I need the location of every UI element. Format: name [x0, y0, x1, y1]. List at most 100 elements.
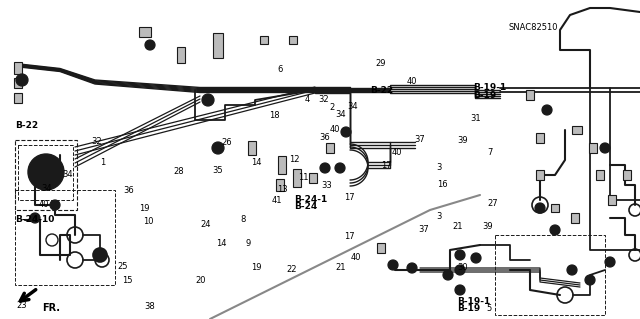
- Circle shape: [335, 163, 345, 173]
- Text: 14: 14: [216, 239, 226, 248]
- Text: 24: 24: [200, 220, 211, 229]
- Text: 17: 17: [381, 161, 392, 170]
- Bar: [14, 93, 22, 103]
- Circle shape: [600, 143, 610, 153]
- Circle shape: [323, 166, 328, 170]
- Text: B-24-10: B-24-10: [15, 215, 54, 224]
- Text: 40: 40: [407, 77, 417, 86]
- Text: 9: 9: [245, 239, 250, 248]
- Circle shape: [344, 130, 349, 135]
- Text: 21: 21: [452, 222, 463, 231]
- Bar: [18, 145, 73, 200]
- Bar: [309, 173, 317, 183]
- Text: B-19-1: B-19-1: [458, 297, 491, 306]
- Circle shape: [570, 268, 575, 272]
- Circle shape: [458, 268, 463, 272]
- Bar: [293, 169, 301, 187]
- Circle shape: [202, 94, 214, 106]
- Circle shape: [16, 74, 28, 86]
- Bar: [623, 170, 631, 180]
- Text: 3: 3: [436, 163, 441, 172]
- Bar: [260, 36, 268, 44]
- Text: 39: 39: [457, 136, 468, 145]
- Circle shape: [390, 263, 396, 268]
- Circle shape: [33, 216, 38, 220]
- Bar: [536, 133, 544, 143]
- Circle shape: [567, 265, 577, 275]
- Circle shape: [212, 142, 224, 154]
- Text: 3: 3: [436, 212, 441, 221]
- Text: 40: 40: [351, 253, 361, 262]
- Text: FR.: FR.: [42, 303, 60, 313]
- Bar: [139, 27, 151, 37]
- Bar: [536, 170, 544, 180]
- Circle shape: [535, 203, 545, 213]
- Bar: [377, 243, 385, 253]
- Text: 34: 34: [62, 170, 73, 179]
- Circle shape: [458, 287, 463, 293]
- Bar: [608, 195, 616, 205]
- Bar: [596, 170, 604, 180]
- Bar: [278, 156, 286, 174]
- Text: 32: 32: [318, 95, 329, 104]
- Circle shape: [455, 285, 465, 295]
- Circle shape: [19, 77, 25, 83]
- Bar: [15, 140, 77, 210]
- Text: 30: 30: [457, 263, 468, 272]
- Circle shape: [605, 257, 615, 267]
- Circle shape: [545, 108, 550, 113]
- Circle shape: [455, 250, 465, 260]
- Circle shape: [337, 166, 342, 170]
- Text: 8: 8: [241, 215, 246, 224]
- Text: SNAC82510: SNAC82510: [508, 23, 557, 32]
- Text: B-19: B-19: [474, 91, 497, 100]
- Text: 34: 34: [42, 184, 52, 193]
- Circle shape: [407, 263, 417, 273]
- Text: 38: 38: [144, 302, 155, 311]
- Text: 17: 17: [344, 232, 355, 241]
- Text: 14: 14: [252, 158, 262, 167]
- Circle shape: [550, 225, 560, 235]
- Circle shape: [458, 253, 463, 257]
- Text: B-19-1: B-19-1: [474, 83, 507, 92]
- Text: 20: 20: [195, 276, 205, 285]
- Circle shape: [36, 162, 56, 182]
- Text: 19: 19: [140, 204, 150, 213]
- Text: 15: 15: [122, 276, 132, 285]
- Text: 40: 40: [330, 125, 340, 134]
- Circle shape: [588, 278, 593, 283]
- Text: 27: 27: [488, 199, 499, 208]
- Text: 18: 18: [269, 111, 280, 120]
- Text: 39: 39: [483, 222, 493, 231]
- Text: 1: 1: [100, 158, 106, 167]
- Text: 12: 12: [289, 155, 299, 164]
- Text: 22: 22: [286, 265, 296, 274]
- Circle shape: [445, 272, 451, 278]
- Circle shape: [443, 270, 453, 280]
- Circle shape: [471, 253, 481, 263]
- Text: 41: 41: [272, 196, 282, 205]
- Text: 23: 23: [17, 301, 27, 310]
- Bar: [589, 143, 597, 153]
- Text: B-22: B-22: [15, 121, 38, 130]
- Bar: [248, 141, 256, 155]
- Circle shape: [145, 40, 155, 50]
- Text: 34: 34: [335, 110, 346, 119]
- Circle shape: [30, 213, 40, 223]
- Text: 4: 4: [305, 95, 310, 104]
- Bar: [289, 36, 297, 44]
- Bar: [495, 235, 605, 315]
- Bar: [15, 190, 115, 285]
- Circle shape: [455, 265, 465, 275]
- Text: 2: 2: [329, 103, 334, 112]
- Circle shape: [585, 275, 595, 285]
- Circle shape: [410, 265, 415, 271]
- Circle shape: [542, 105, 552, 115]
- Text: 25: 25: [117, 262, 127, 271]
- Bar: [526, 90, 534, 100]
- Text: 16: 16: [437, 180, 448, 189]
- Bar: [571, 213, 579, 223]
- Text: 40: 40: [392, 148, 402, 157]
- Text: B-24-1: B-24-1: [294, 195, 328, 204]
- Circle shape: [341, 127, 351, 137]
